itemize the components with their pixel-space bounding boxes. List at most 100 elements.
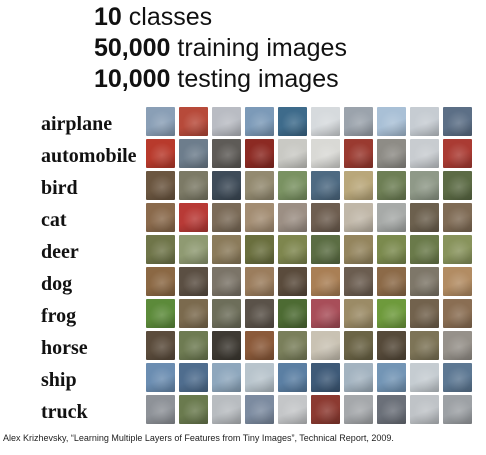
- image-thumbnail-truck: [410, 395, 439, 424]
- image-thumbnail-airplane: [212, 107, 241, 136]
- image-thumbnail-truck: [212, 395, 241, 424]
- image-thumbnail-bird: [245, 171, 274, 200]
- class-label-truck: truck: [41, 401, 88, 423]
- image-thumbnail-automobile: [179, 139, 208, 168]
- image-thumbnail-automobile: [443, 139, 472, 168]
- image-thumbnail-frog: [179, 299, 208, 328]
- image-thumbnail-cat: [377, 203, 406, 232]
- class-label-frog: frog: [41, 305, 77, 327]
- image-thumbnail-cat: [146, 203, 175, 232]
- image-thumbnail-frog: [146, 299, 175, 328]
- image-thumbnail-bird: [344, 171, 373, 200]
- image-thumbnail-horse: [212, 331, 241, 360]
- image-thumbnail-dog: [179, 267, 208, 296]
- image-thumbnail-automobile: [311, 139, 340, 168]
- image-thumbnail-horse: [146, 331, 175, 360]
- image-thumbnail-bird: [311, 171, 340, 200]
- class-label-airplane: airplane: [41, 113, 113, 135]
- image-thumbnail-bird: [410, 171, 439, 200]
- image-thumbnail-cat: [245, 203, 274, 232]
- image-thumbnail-truck: [179, 395, 208, 424]
- image-thumbnail-horse: [245, 331, 274, 360]
- image-thumbnail-dog: [311, 267, 340, 296]
- image-thumbnail-automobile: [410, 139, 439, 168]
- image-thumbnail-deer: [443, 235, 472, 264]
- image-thumbnail-truck: [245, 395, 274, 424]
- image-thumbnail-frog: [410, 299, 439, 328]
- image-thumbnail-horse: [410, 331, 439, 360]
- image-thumbnail-frog: [212, 299, 241, 328]
- image-thumbnail-ship: [146, 363, 175, 392]
- image-thumbnail-frog: [344, 299, 373, 328]
- class-label-cat: cat: [41, 209, 67, 231]
- classes-count: 10: [94, 3, 122, 31]
- image-thumbnail-automobile: [377, 139, 406, 168]
- image-thumbnail-ship: [278, 363, 307, 392]
- image-thumbnail-ship: [311, 363, 340, 392]
- image-thumbnail-cat: [278, 203, 307, 232]
- image-thumbnail-deer: [410, 235, 439, 264]
- image-thumbnail-automobile: [344, 139, 373, 168]
- header: 10 classes 50,000 training images 10,000…: [94, 2, 474, 95]
- image-thumbnail-bird: [212, 171, 241, 200]
- image-thumbnail-automobile: [278, 139, 307, 168]
- image-thumbnail-horse: [344, 331, 373, 360]
- image-thumbnail-bird: [179, 171, 208, 200]
- image-thumbnail-ship: [179, 363, 208, 392]
- image-thumbnail-bird: [443, 171, 472, 200]
- image-thumbnail-automobile: [212, 139, 241, 168]
- image-thumbnail-frog: [443, 299, 472, 328]
- image-thumbnail-grid: [146, 107, 476, 427]
- image-thumbnail-automobile: [245, 139, 274, 168]
- image-thumbnail-cat: [311, 203, 340, 232]
- image-thumbnail-ship: [443, 363, 472, 392]
- image-thumbnail-truck: [443, 395, 472, 424]
- header-training-line: 50,000 training images: [94, 33, 474, 64]
- image-thumbnail-frog: [377, 299, 406, 328]
- image-thumbnail-ship: [245, 363, 274, 392]
- image-thumbnail-cat: [410, 203, 439, 232]
- image-thumbnail-cat: [212, 203, 241, 232]
- image-thumbnail-dog: [377, 267, 406, 296]
- image-thumbnail-deer: [278, 235, 307, 264]
- image-thumbnail-dog: [245, 267, 274, 296]
- image-thumbnail-ship: [212, 363, 241, 392]
- image-thumbnail-horse: [377, 331, 406, 360]
- classes-text: classes: [121, 3, 213, 31]
- image-thumbnail-frog: [278, 299, 307, 328]
- image-thumbnail-dog: [212, 267, 241, 296]
- testing-count: 10,000: [94, 65, 171, 93]
- image-thumbnail-deer: [212, 235, 241, 264]
- image-thumbnail-airplane: [410, 107, 439, 136]
- image-thumbnail-frog: [311, 299, 340, 328]
- image-thumbnail-dog: [344, 267, 373, 296]
- training-text: training images: [170, 34, 347, 62]
- image-thumbnail-dog: [443, 267, 472, 296]
- class-label-bird: bird: [41, 177, 78, 199]
- citation: Alex Krizhevsky, “Learning Multiple Laye…: [3, 433, 394, 443]
- class-label-horse: horse: [41, 337, 88, 359]
- image-thumbnail-airplane: [146, 107, 175, 136]
- class-label-ship: ship: [41, 369, 77, 391]
- image-thumbnail-airplane: [311, 107, 340, 136]
- image-thumbnail-truck: [344, 395, 373, 424]
- image-thumbnail-cat: [179, 203, 208, 232]
- image-thumbnail-bird: [146, 171, 175, 200]
- training-count: 50,000: [94, 34, 171, 62]
- image-thumbnail-automobile: [146, 139, 175, 168]
- image-thumbnail-airplane: [443, 107, 472, 136]
- testing-text: testing images: [170, 65, 339, 93]
- image-thumbnail-ship: [344, 363, 373, 392]
- image-thumbnail-deer: [311, 235, 340, 264]
- image-thumbnail-truck: [377, 395, 406, 424]
- image-thumbnail-airplane: [245, 107, 274, 136]
- image-thumbnail-ship: [377, 363, 406, 392]
- image-thumbnail-deer: [146, 235, 175, 264]
- image-thumbnail-cat: [344, 203, 373, 232]
- image-thumbnail-truck: [278, 395, 307, 424]
- image-thumbnail-deer: [344, 235, 373, 264]
- image-thumbnail-dog: [410, 267, 439, 296]
- image-thumbnail-deer: [245, 235, 274, 264]
- image-thumbnail-bird: [278, 171, 307, 200]
- image-thumbnail-deer: [179, 235, 208, 264]
